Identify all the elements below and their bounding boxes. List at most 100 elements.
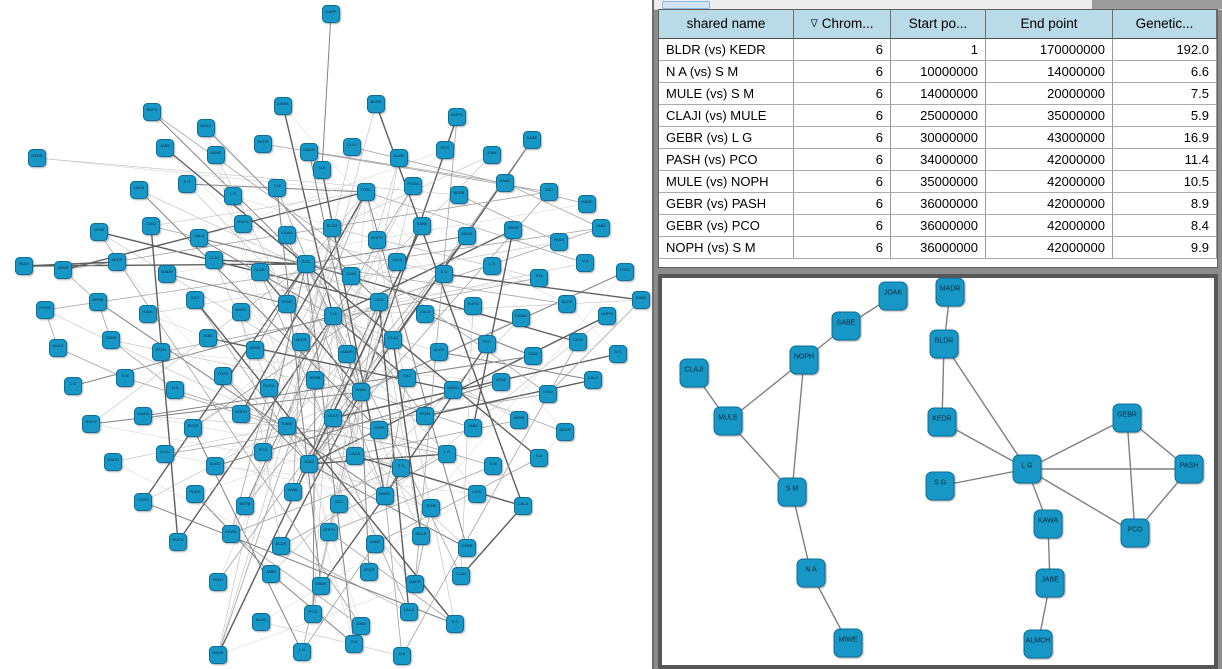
node-kawa[interactable]: KAWA [134, 407, 152, 425]
node-jabe[interactable]: JABE [262, 565, 280, 583]
node-pash[interactable]: PASH [550, 233, 568, 251]
node-cala[interactable]: CALA [190, 229, 208, 247]
network-canvas-large[interactable]: GAPF RUFU KAWA BLDR NOPH SABE MULE GEBR PASH JABE… [0, 0, 652, 669]
node-puga[interactable]: PUGA [260, 379, 278, 397]
table-cell[interactable]: 14000000 [986, 61, 1113, 83]
column-header-startpo[interactable]: Start po... [891, 10, 986, 39]
node-kedr[interactable]: KEDR [292, 333, 310, 351]
node-pco[interactable]: PCO [254, 443, 272, 461]
table-cell[interactable]: CLAJI (vs) MULE [659, 105, 794, 127]
node-haml[interactable]: HAML [352, 383, 370, 401]
node-jabe[interactable]: JABE [1035, 568, 1065, 598]
node-miwe[interactable]: MIWE [54, 261, 72, 279]
node-bldr[interactable]: BLDR [272, 537, 290, 555]
table-cell[interactable]: 36000000 [891, 215, 986, 237]
node-sm[interactable]: S M [530, 269, 548, 287]
node-na[interactable]: N A [530, 449, 548, 467]
node-kawa[interactable]: KAWA [1033, 509, 1063, 539]
node-pash[interactable]: PASH [15, 257, 33, 275]
column-header-chrom[interactable]: ∇ Chrom... [794, 10, 891, 39]
node-kawa[interactable]: KAWA [278, 226, 296, 244]
node-lg[interactable]: L G [1012, 454, 1042, 484]
node-gebr[interactable]: GEBR [370, 421, 388, 439]
node-laca[interactable]: LACA [388, 253, 406, 271]
node-bldr[interactable]: BLDR [323, 219, 341, 237]
table-cell[interactable]: 6 [794, 149, 891, 171]
table-cell[interactable]: 35000000 [986, 105, 1113, 127]
node-joak[interactable]: JOAK [524, 347, 542, 365]
node-claj[interactable]: CLAJ [156, 445, 174, 463]
node-vene[interactable]: VENE [492, 373, 510, 391]
node-miwe[interactable]: MIWE [246, 341, 264, 359]
table-cell[interactable]: GEBR (vs) PASH [659, 193, 794, 215]
table-cell[interactable]: 16.9 [1113, 127, 1217, 149]
node-joak[interactable]: JOAK [300, 455, 318, 473]
node-pco[interactable]: PCO [478, 335, 496, 353]
node-pash[interactable]: PASH [1174, 454, 1204, 484]
node-sm[interactable]: S M [116, 369, 134, 387]
node-miwe[interactable]: MIWE [207, 146, 225, 164]
node-berb[interactable]: BERB [89, 293, 107, 311]
table-cell[interactable]: 11.4 [1113, 149, 1217, 171]
node-almc[interactable]: ALMC [251, 263, 269, 281]
column-header-endpoint[interactable]: End point [986, 10, 1113, 39]
table-cell[interactable]: 6 [794, 171, 891, 193]
node-puga[interactable]: PUGA [404, 177, 422, 195]
table-cell[interactable]: N A (vs) S M [659, 61, 794, 83]
node-jabe[interactable]: JABE [592, 219, 610, 237]
table-cell[interactable]: 6 [794, 83, 891, 105]
node-sici[interactable]: SICI [398, 369, 416, 387]
node-jabe[interactable]: JABE [199, 329, 217, 347]
node-lg[interactable]: L G [224, 187, 242, 205]
node-bldr[interactable]: BLDR [929, 329, 959, 359]
node-na[interactable]: N A [166, 381, 184, 399]
node-mule[interactable]: MULE [49, 339, 67, 357]
node-sg[interactable]: S G [435, 265, 453, 283]
node-sg[interactable]: S G [609, 345, 627, 363]
node-sabe[interactable]: SABE [278, 417, 296, 435]
node-miwe[interactable]: MIWE [312, 577, 330, 595]
node-sg[interactable]: S G [178, 175, 196, 193]
node-mule[interactable]: MULE [197, 119, 215, 137]
node-tosc[interactable]: TOSC [357, 183, 375, 201]
table-cell[interactable]: 6 [794, 215, 891, 237]
table-row[interactable]: GEBR (vs) PASH 6 36000000 42000000 8.9 [659, 193, 1217, 215]
node-marc[interactable]: MARC [376, 487, 394, 505]
node-na[interactable]: N A [576, 254, 594, 272]
table-cell[interactable]: 42000000 [986, 149, 1113, 171]
node-kedr[interactable]: KEDR [360, 563, 378, 581]
table-cell[interactable]: 10000000 [891, 61, 986, 83]
node-lg[interactable]: L G [483, 257, 501, 275]
table-row[interactable]: MULE (vs) NOPH 6 35000000 42000000 10.5 [659, 171, 1217, 193]
node-madr[interactable]: MADR [104, 453, 122, 471]
node-sm[interactable]: S M [777, 477, 807, 507]
node-puga[interactable]: PUGA [186, 485, 204, 503]
table-cell[interactable]: 14000000 [891, 83, 986, 105]
table-cell[interactable]: 42000000 [986, 215, 1113, 237]
table-cell[interactable]: 8.4 [1113, 215, 1217, 237]
node-berb[interactable]: BERB [236, 497, 254, 515]
node-bldr[interactable]: BLDR [184, 419, 202, 437]
table-cell[interactable]: MULE (vs) S M [659, 83, 794, 105]
node-almc[interactable]: ALMC [206, 457, 224, 475]
scrollbar-thumb[interactable] [662, 1, 710, 9]
node-na[interactable]: N A [313, 161, 331, 179]
node-sg[interactable]: S G [392, 459, 410, 477]
table-cell[interactable]: 34000000 [891, 149, 986, 171]
table-cell[interactable]: 8.9 [1113, 193, 1217, 215]
node-jabe[interactable]: JABE [464, 419, 482, 437]
node-berb[interactable]: BERB [306, 371, 324, 389]
node-rufu[interactable]: RUFU [82, 415, 100, 433]
table-cell[interactable]: 9.9 [1113, 237, 1217, 259]
table-row[interactable]: CLAJI (vs) MULE 6 25000000 35000000 5.9 [659, 105, 1217, 127]
node-kedr[interactable]: KEDR [254, 135, 272, 153]
node-sabe[interactable]: SABE [413, 217, 431, 235]
node-ligu[interactable]: LIGU [468, 485, 486, 503]
node-rufu[interactable]: RUFU [143, 103, 161, 121]
node-vene[interactable]: VENE [278, 295, 296, 313]
node-kedr[interactable]: KEDR [927, 407, 957, 437]
table-cell[interactable]: 192.0 [1113, 39, 1217, 61]
node-sici[interactable]: SICI [186, 291, 204, 309]
node-ligu[interactable]: LIGU [370, 293, 388, 311]
